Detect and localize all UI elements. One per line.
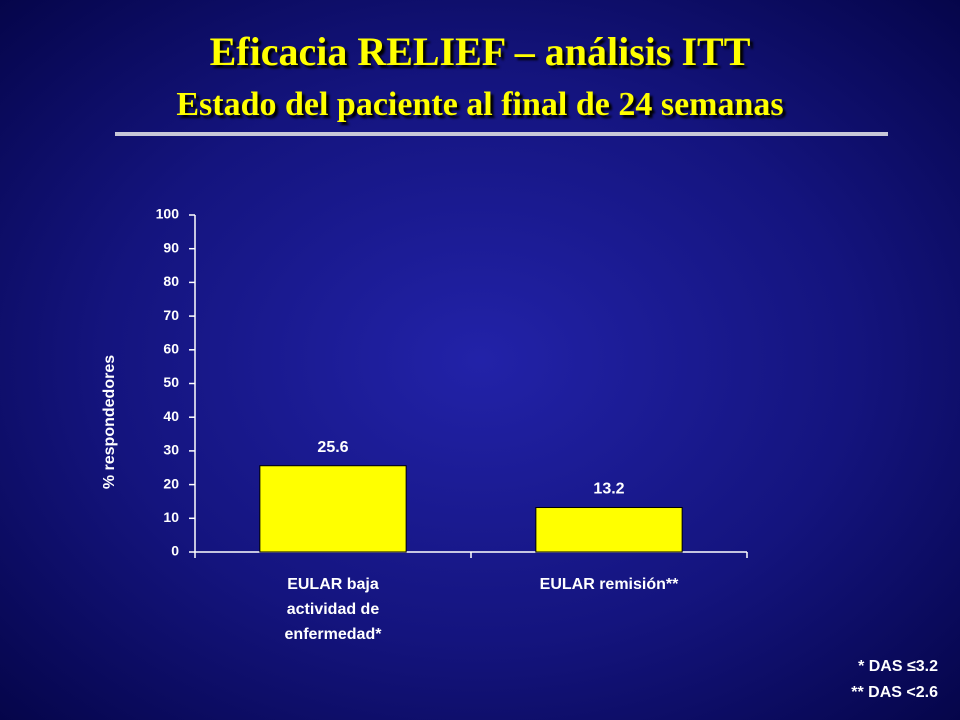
y-tick-label: 90 — [163, 239, 179, 255]
footnote: * DAS ≤3.2 — [858, 658, 938, 675]
chart-title: Eficacia RELIEF – análisis ITT — [209, 29, 751, 74]
y-axis-label: % respondedores — [101, 355, 118, 489]
bar — [535, 507, 683, 553]
y-tick-label: 80 — [163, 273, 179, 289]
bar — [259, 465, 407, 553]
y-tick-label: 10 — [163, 509, 179, 525]
y-tick-label: 40 — [163, 408, 179, 424]
y-tick-label: 60 — [163, 341, 179, 357]
data-label: 13.2 — [593, 481, 624, 498]
y-tick-label: 50 — [163, 374, 179, 390]
y-tick-label: 30 — [163, 442, 179, 458]
title-rule — [115, 132, 888, 136]
footnote: ** DAS <2.6 — [851, 684, 938, 701]
x-tick-label: EULAR remisión** — [539, 576, 679, 593]
y-tick-label: 0 — [171, 543, 179, 559]
chart-subtitle: Estado del paciente al final de 24 seman… — [176, 86, 784, 123]
y-tick-label: 70 — [163, 307, 179, 323]
y-tick-label: 100 — [156, 206, 180, 222]
y-tick-label: 20 — [163, 475, 179, 491]
data-label: 25.6 — [317, 439, 348, 456]
x-tick-label: EULAR baja actividad de enfermedad* — [284, 576, 382, 643]
